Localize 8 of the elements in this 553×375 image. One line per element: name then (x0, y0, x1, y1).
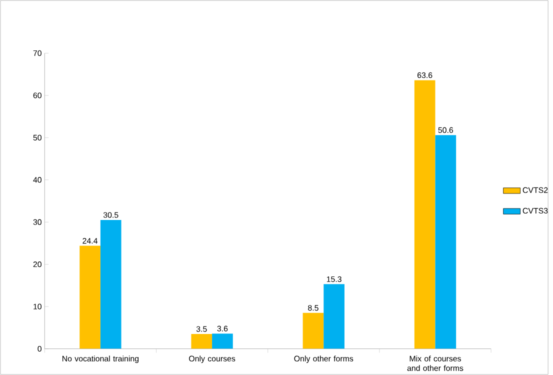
bar (212, 334, 233, 349)
bar (414, 80, 436, 349)
bar (191, 334, 212, 349)
bar (80, 246, 100, 349)
bar (324, 284, 344, 349)
bar (302, 312, 324, 349)
bar (100, 220, 122, 349)
bar (435, 135, 456, 349)
